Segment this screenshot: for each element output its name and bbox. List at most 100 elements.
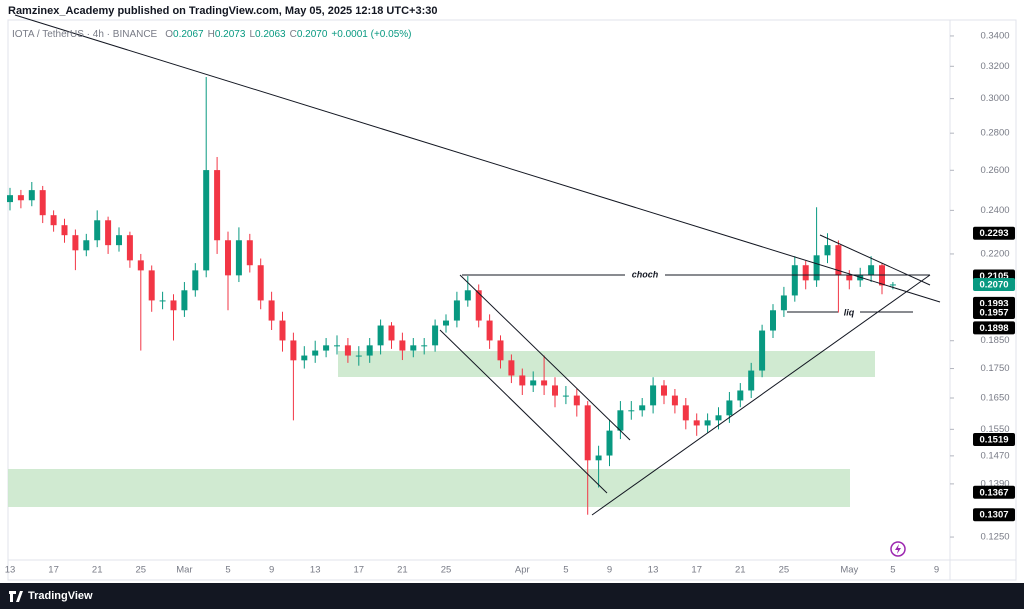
candle-body: [432, 325, 439, 346]
candle-body: [704, 420, 711, 426]
price-label-bg: [973, 226, 1015, 240]
candle-body: [312, 350, 319, 356]
candle-body: [584, 405, 591, 461]
legend-value: 0.2063: [255, 29, 286, 40]
price-label: 0.1519: [979, 434, 1008, 445]
x-tick-label: 13: [5, 565, 16, 576]
price-label: 0.2105: [979, 271, 1009, 282]
candle-body: [628, 410, 635, 412]
x-tick-label: 9: [269, 565, 274, 576]
icon: [895, 544, 901, 554]
price-label-bg: [973, 432, 1015, 446]
y-tick-label: 0.1650: [980, 393, 1009, 404]
triangle-line: [819, 234, 931, 286]
y-tick-label: 0.1750: [980, 363, 1009, 374]
x-tick-label: 5: [890, 565, 895, 576]
x-tick-label: 25: [441, 565, 452, 576]
price-label: 0.1898: [979, 323, 1008, 334]
candle-body: [595, 455, 602, 461]
candle-body: [541, 380, 548, 386]
candle-body: [126, 235, 133, 261]
icon[interactable]: [890, 541, 906, 557]
annotation: choch: [632, 269, 659, 279]
x-tick-label: 9: [934, 565, 939, 576]
candle-body: [650, 385, 657, 406]
legend-value: 0.2070: [297, 29, 328, 40]
candle-body: [257, 265, 264, 301]
x-tick-label: 13: [310, 565, 321, 576]
candle-body: [388, 325, 395, 341]
candle-body: [813, 255, 820, 281]
y-tick-label: 0.1250: [980, 532, 1009, 543]
candle-body: [279, 320, 286, 341]
price-label-bg: [973, 321, 1015, 335]
y-tick-label: 0.3200: [980, 61, 1009, 72]
price-label: 0.2070: [979, 279, 1008, 290]
candle-body: [562, 395, 569, 397]
candle-body: [530, 380, 537, 386]
candle-body: [661, 385, 667, 396]
candle-body: [693, 420, 700, 426]
candle-body: [780, 295, 787, 311]
y-tick-label: 0.2600: [980, 165, 1009, 176]
x-tick-label: Mar: [176, 565, 192, 576]
candle-body: [50, 215, 57, 226]
candle-body: [39, 190, 46, 216]
candle-body: [137, 260, 144, 271]
candle-body: [148, 270, 155, 301]
annotation: liq: [844, 307, 855, 317]
x-tick-label: 25: [779, 565, 790, 576]
price-label-bg: [973, 508, 1015, 522]
candle-body: [868, 265, 875, 276]
candle-body: [170, 300, 177, 311]
candle-body: [203, 170, 210, 271]
candle-body: [486, 320, 493, 341]
candle-body: [759, 330, 766, 371]
x-tick-label: May: [840, 565, 858, 576]
x-tick-label: 17: [48, 565, 59, 576]
price-label: 0.1367: [979, 487, 1008, 498]
trend-line: [14, 14, 941, 303]
x-tick-label: 21: [92, 565, 103, 576]
candle-body: [617, 410, 624, 431]
price-label: 0.1993: [979, 298, 1008, 309]
y-tick-label: 0.3000: [980, 93, 1009, 104]
candle-body: [290, 340, 297, 361]
candle-body: [748, 370, 755, 391]
y-tick-label: 0.3400: [980, 30, 1009, 41]
header: Ramzinex_Academy published on TradingVie…: [8, 5, 437, 17]
legend-value: 0.2073: [215, 29, 246, 40]
price-label: 0.2293: [979, 228, 1008, 239]
footer-bar: [0, 583, 1024, 609]
candle-body: [508, 360, 515, 376]
candle-body: [726, 400, 733, 416]
candle-body: [410, 345, 417, 351]
candle-body: [17, 195, 24, 201]
x-tick-label: 9: [607, 565, 612, 576]
legend-key: O: [165, 29, 173, 40]
x-tick-label: 25: [136, 565, 147, 576]
x-tick-label: 13: [648, 565, 659, 576]
candle-body: [671, 395, 678, 406]
legend-value: 0.2067: [173, 29, 204, 40]
candle-body: [682, 405, 689, 421]
y-tick-label: 0.1470: [980, 450, 1009, 461]
candle-body: [464, 290, 471, 301]
price-label-bg: [973, 277, 1015, 291]
candle-body: [344, 345, 351, 356]
x-tick-label: 5: [563, 565, 568, 576]
candle-body: [552, 385, 558, 396]
candle-body: [28, 190, 35, 201]
footer-logo: TradingView: [28, 590, 93, 602]
candle-body: [573, 395, 580, 406]
candle-body: [497, 340, 504, 361]
candle-body: [235, 240, 242, 276]
y-tick-label: 0.1550: [980, 424, 1009, 435]
candle-body: [857, 275, 864, 281]
candle-body: [116, 235, 122, 246]
candle-body: [94, 220, 101, 241]
channel-line: [439, 329, 608, 494]
price-label: 0.1957: [979, 308, 1008, 319]
candle-body: [519, 375, 526, 386]
candle-body: [453, 300, 460, 321]
